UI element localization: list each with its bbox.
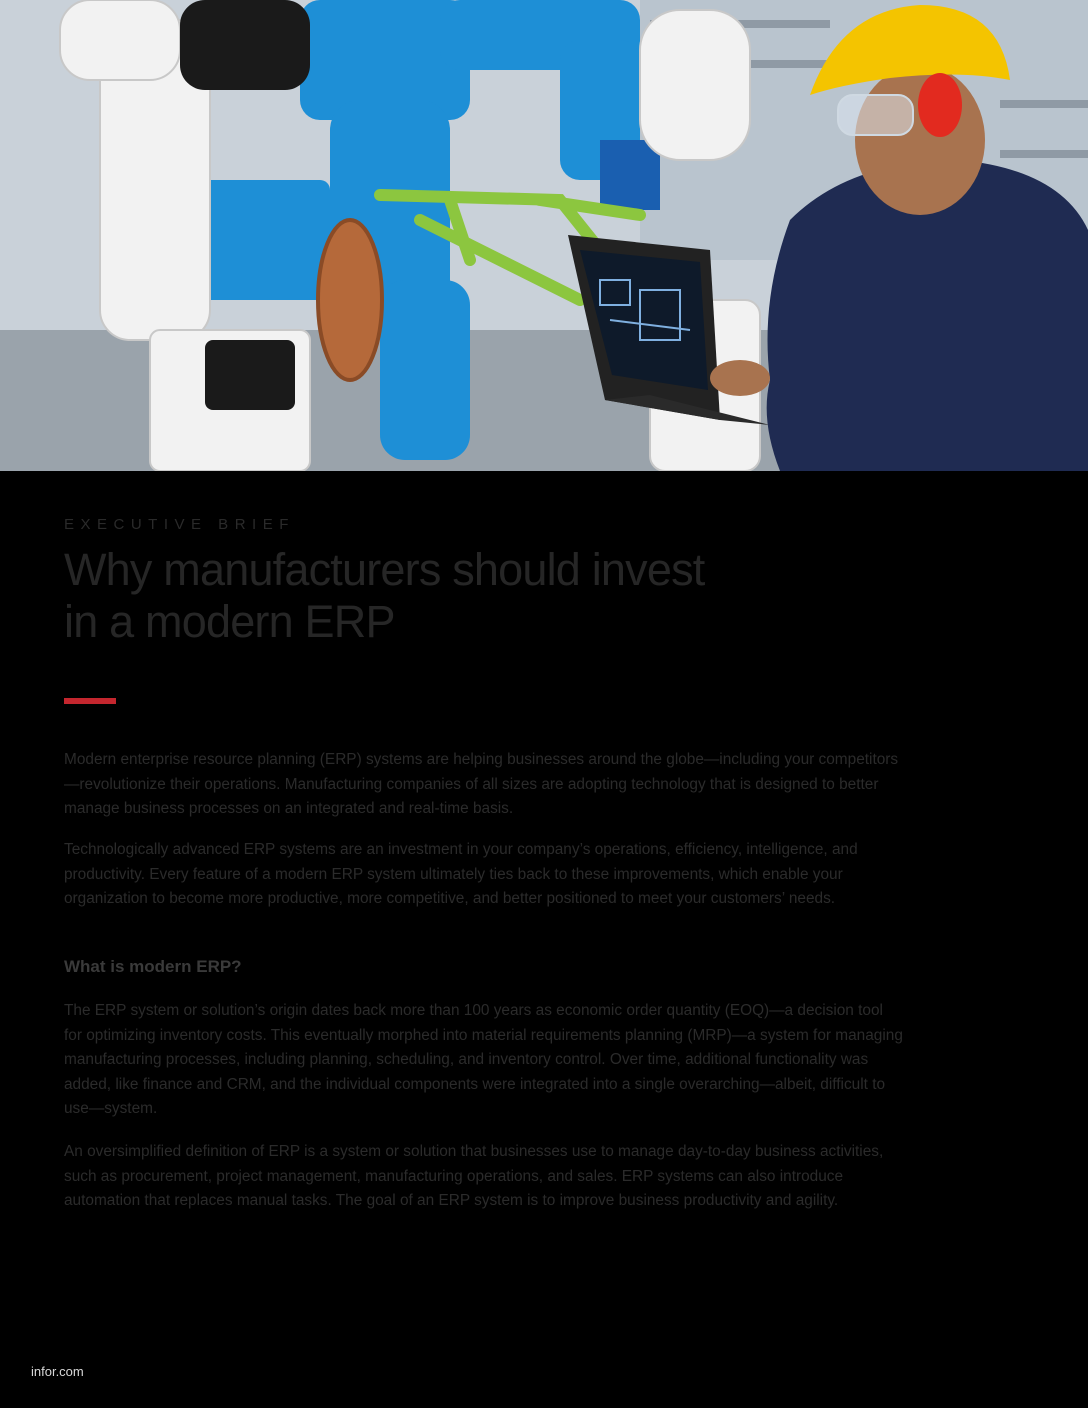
footer-link[interactable]: infor.com: [31, 1364, 84, 1379]
document-kicker: EXECUTIVE BRIEF: [64, 516, 295, 533]
factory-robot-engineer-photo: [0, 0, 1088, 471]
section-paragraph-1: The ERP system or solution’s origin date…: [64, 1002, 903, 1118]
page-title: Why manufacturers should invest in a mod…: [64, 544, 824, 648]
page-title-line-1: Why manufacturers should invest: [64, 544, 705, 595]
section-heading: What is modern ERP?: [64, 957, 242, 976]
page-title-line-2: in a modern ERP: [64, 596, 395, 647]
section-paragraph-2: An oversimplified definition of ERP is a…: [64, 1143, 884, 1210]
accent-rule: [64, 698, 116, 704]
hero-image: [0, 0, 1088, 471]
intro-paragraph-2: Technologically advanced ERP systems are…: [64, 841, 858, 908]
intro-paragraph-1: Modern enterprise resource planning (ERP…: [64, 751, 899, 818]
